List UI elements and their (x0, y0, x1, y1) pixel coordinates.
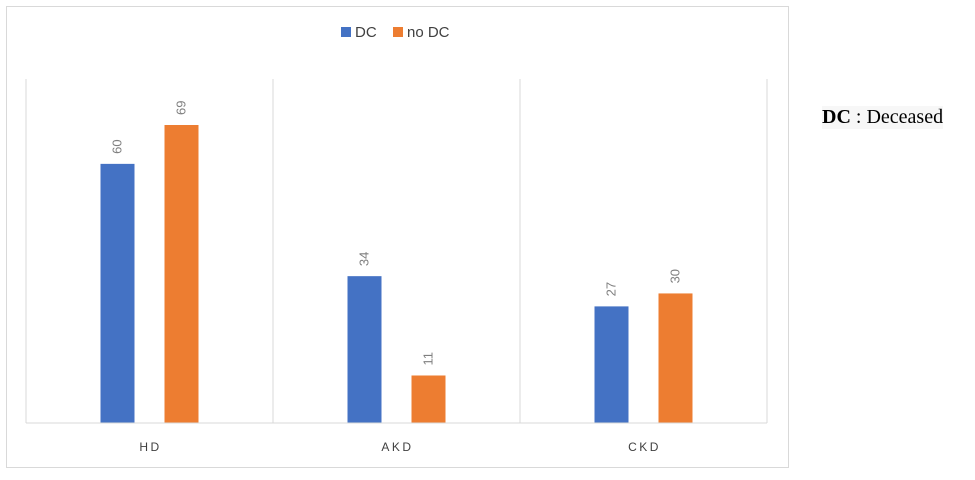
data-labels: 60 69 34 11 27 30 (110, 101, 683, 366)
bars (100, 125, 693, 423)
data-label: 34 (357, 252, 372, 266)
note-separator: : (850, 106, 867, 128)
note-definition: Deceased (866, 106, 944, 128)
bar-akd-dc (347, 276, 382, 423)
category-separators (25, 79, 768, 423)
data-label: 30 (668, 269, 683, 283)
note-term: DC (822, 106, 851, 128)
data-label: 60 (110, 139, 125, 153)
data-label: 69 (174, 101, 189, 115)
data-label: 27 (604, 282, 619, 296)
bar-chart: DC no DC 60 69 34 11 27 30 HD AKD CKD (25, 24, 768, 454)
bar-ckd-dc (594, 306, 629, 423)
legend-swatch (341, 27, 351, 37)
legend-label: no DC (407, 24, 450, 41)
bar-ckd-no-dc (658, 293, 693, 423)
legend: DC no DC (341, 24, 450, 41)
bar-hd-dc (100, 163, 135, 423)
legend-label: DC (355, 24, 377, 41)
data-label: 11 (421, 352, 436, 366)
bar-hd-no-dc (164, 125, 199, 423)
x-tick-label: HD (139, 440, 161, 454)
x-tick-label: AKD (381, 440, 413, 454)
legend-swatch (393, 27, 403, 37)
bar-akd-no-dc (411, 375, 446, 423)
chart-frame: DC no DC 60 69 34 11 27 30 HD AKD CKD (6, 6, 789, 468)
x-tick-label: CKD (628, 440, 661, 454)
x-tick-labels: HD AKD CKD (139, 440, 661, 454)
abbreviation-note: DC : Deceased (822, 106, 944, 129)
